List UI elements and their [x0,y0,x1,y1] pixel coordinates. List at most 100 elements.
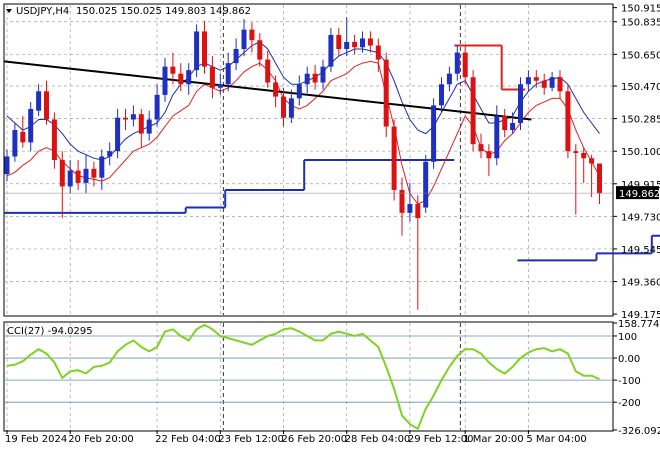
time-tick-label: 29 Feb 12:00 [408,434,474,445]
price-tick-label: 149.360 [621,278,660,289]
candle-body [273,82,279,97]
price-tick-label: 149.915 [621,180,660,191]
candle-body [336,34,342,50]
time-tick-label: 1 Mar 20:00 [463,434,523,445]
candle-body [541,80,547,88]
current-price-tag-box [616,186,659,200]
price-tick-label: 150.835 [621,18,660,29]
candle-body [312,73,318,83]
price-tick-label: 149.545 [621,245,660,256]
candle-body [407,204,413,213]
price-axis: 150.915 150.835 150.650 150.470 150.285 150.1… [613,4,660,321]
candle-body [423,161,429,208]
candle-body [249,29,255,41]
candle-body [162,66,168,95]
candle-body [178,73,184,85]
cci-line [6,323,600,431]
candle-body [375,45,381,60]
candle-body [328,34,334,67]
candle-body [573,151,579,153]
cci-tick-label: 158.7743 [618,319,660,330]
candle-body [67,170,73,187]
candle-body [123,117,128,120]
candle-body [533,77,539,81]
candle-body [4,156,10,175]
time-tick-label: 20 Feb 20:00 [68,434,134,445]
candle-body [589,158,595,164]
candle-body [146,119,152,134]
price-tick-label: 149.730 [621,212,660,223]
candle-body [478,144,484,152]
candle-body [549,77,555,88]
candle-body [502,115,508,131]
candle-body [107,151,113,157]
chart-header: USDJPY,H4 150.025 150.025 149.803 149.86… [6,6,251,17]
candle-body [130,114,136,120]
candle-body [20,131,26,143]
cci-label: CCI(27) -94.0295 [7,326,93,337]
candle-body [399,189,405,213]
candle-body [510,123,516,131]
candle-body [28,108,34,143]
price-tick-label: 150.100 [621,147,660,158]
candle-body [518,84,523,124]
candle-body [217,84,223,88]
candle-body [59,160,65,187]
cci-level-lines [4,335,613,403]
time-tick-label: 22 Feb 04:00 [155,434,221,445]
symbol-timeframe: USDJPY,H4 [16,6,69,17]
candle-body [154,94,160,120]
candle-body [486,151,492,159]
cci-tick-label: 100 [618,332,637,343]
candle-body [265,59,271,83]
candle-body [597,163,602,194]
candle-body [75,170,81,183]
candle-body [446,73,452,85]
candle-body [257,40,263,60]
time-tick-label: 23 Feb 12:00 [218,434,284,445]
trendline [3,60,532,121]
time-tick-label: 28 Feb 04:00 [345,434,411,445]
price-tick-label: 150.470 [621,82,660,93]
candle-body [44,91,49,120]
current-price-tag-label: 149.862 [619,189,660,200]
candle-body [12,130,18,157]
candle-body [454,52,460,74]
candle-body [383,59,389,127]
candle-body [360,38,365,48]
moving-averages [3,41,600,205]
candle-body [344,41,350,50]
candles [4,17,602,310]
time-tick-label: 26 Feb 20:00 [282,434,348,445]
blue-moving-average-line [6,41,600,161]
candle-body [83,168,89,183]
cci-subwindow-frame [3,321,614,432]
time-tick-label: 5 Mar 04:00 [526,434,586,445]
candle-body [91,168,97,178]
cci-tick-label: 0.00 [618,354,640,365]
dropdown-triangle-icon[interactable] [6,9,12,13]
price-tick-label: 150.915 [621,4,660,15]
candle-body [281,96,286,118]
candle-body [581,152,587,159]
candle-body [565,91,571,152]
candle-body [115,117,121,152]
candle-body [462,52,468,78]
candle-body [352,41,358,48]
cci-tick-label: -326.0929 [618,426,660,437]
main-chart-frame [3,3,614,317]
candle-body [304,73,310,85]
candle-body [296,84,302,99]
price-tick-label: 150.650 [621,50,660,61]
candle-body [494,115,500,159]
candle-body [439,84,444,106]
cci-polyline [6,323,600,431]
candle-body [186,70,192,85]
cci-axis: 158.7743 100 0.00 -100 -200 -326.0929 [613,319,660,437]
cci-tick-label: -200 [618,398,641,409]
price-tick-label: 149.175 [621,310,660,321]
candle-body [194,31,200,71]
candle-body [391,126,397,190]
